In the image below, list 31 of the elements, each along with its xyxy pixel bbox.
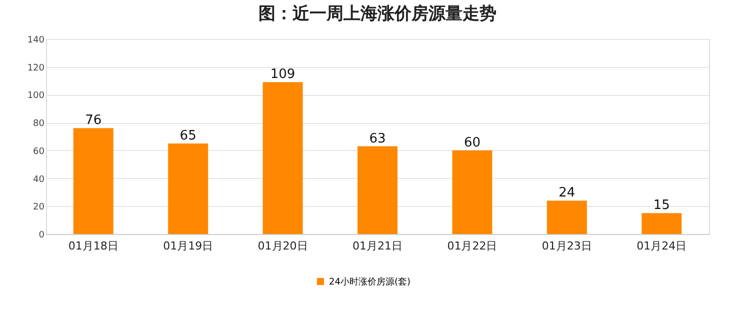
x-tick-label: 01月21日 <box>352 240 402 252</box>
data-label: 76 <box>85 113 102 128</box>
y-tick-label: 60 <box>33 146 45 157</box>
y-tick-label: 40 <box>33 174 45 185</box>
y-tick-label: 120 <box>27 63 45 74</box>
data-label: 109 <box>270 67 296 82</box>
bar <box>358 146 398 234</box>
bar <box>452 150 492 234</box>
bar <box>168 143 208 234</box>
data-label: 63 <box>369 131 386 146</box>
x-tick-label: 01月18日 <box>68 240 118 252</box>
y-tick-label: 0 <box>38 230 45 240</box>
data-label: 15 <box>653 198 670 214</box>
x-tick-label: 01月22日 <box>447 240 498 252</box>
x-tick-label: 01月23日 <box>542 240 592 252</box>
data-label: 24 <box>558 186 576 201</box>
y-tick-label: 80 <box>33 119 45 130</box>
legend-label: 24小时涨价房源(套) <box>329 276 410 288</box>
x-tick-label: 01月19日 <box>163 240 214 252</box>
bar <box>73 128 114 234</box>
bar <box>546 200 587 234</box>
bar <box>262 82 303 234</box>
y-tick-label: 100 <box>27 91 45 102</box>
y-tick-label: 140 <box>27 36 45 46</box>
x-tick-label: 01月20日 <box>258 240 308 252</box>
data-label: 60 <box>464 135 480 150</box>
data-label: 65 <box>180 128 196 144</box>
bar <box>642 213 682 234</box>
y-tick-label: 20 <box>33 202 45 213</box>
x-tick-label: 01月24日 <box>636 240 687 252</box>
chart-title: 图：近一周上海涨价房源量走势 <box>258 4 496 24</box>
